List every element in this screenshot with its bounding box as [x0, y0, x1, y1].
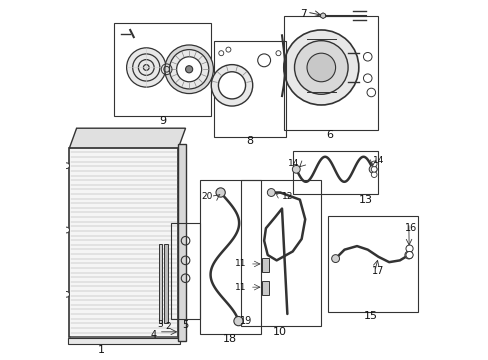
Circle shape — [63, 227, 69, 233]
Bar — [67, 338, 180, 344]
Bar — [114, 23, 210, 116]
Text: 8: 8 — [246, 136, 253, 146]
Circle shape — [218, 72, 245, 99]
Text: 20: 20 — [201, 192, 212, 201]
Polygon shape — [69, 148, 178, 337]
Bar — [159, 244, 162, 323]
Circle shape — [185, 66, 192, 73]
Circle shape — [63, 292, 69, 297]
Text: 14: 14 — [372, 156, 384, 165]
Circle shape — [405, 245, 412, 252]
Bar — [200, 180, 260, 334]
Bar — [164, 244, 167, 323]
Circle shape — [63, 163, 69, 168]
Circle shape — [404, 251, 412, 259]
Text: 10: 10 — [273, 327, 286, 337]
Text: 6: 6 — [326, 130, 333, 140]
Bar — [214, 41, 285, 137]
Circle shape — [405, 251, 412, 258]
Text: 14: 14 — [287, 159, 299, 168]
Circle shape — [176, 57, 201, 82]
Text: 16: 16 — [404, 223, 416, 233]
Circle shape — [211, 64, 252, 106]
Circle shape — [306, 53, 335, 82]
Text: 15: 15 — [364, 311, 378, 321]
Bar — [283, 16, 378, 130]
Circle shape — [363, 53, 371, 61]
Text: 1: 1 — [98, 345, 105, 355]
Bar — [292, 152, 378, 194]
Circle shape — [233, 316, 243, 326]
Text: 3: 3 — [157, 320, 163, 329]
Text: 11: 11 — [235, 283, 246, 292]
Circle shape — [370, 166, 376, 172]
Circle shape — [363, 74, 371, 82]
Circle shape — [292, 165, 300, 173]
Text: 19: 19 — [240, 316, 252, 326]
Circle shape — [294, 41, 347, 94]
Circle shape — [218, 51, 224, 56]
Bar — [262, 258, 268, 272]
Text: 11: 11 — [235, 260, 246, 269]
Bar — [241, 180, 321, 327]
Circle shape — [370, 172, 376, 177]
Circle shape — [368, 165, 376, 173]
Circle shape — [275, 51, 281, 56]
Text: 2: 2 — [164, 322, 170, 331]
Text: 9: 9 — [159, 116, 165, 126]
Text: 7: 7 — [300, 9, 306, 19]
Circle shape — [331, 255, 339, 262]
Circle shape — [126, 48, 165, 87]
Polygon shape — [320, 13, 325, 18]
Bar — [178, 144, 185, 341]
Bar — [262, 282, 268, 295]
Text: 17: 17 — [371, 266, 384, 276]
Circle shape — [366, 88, 375, 97]
Circle shape — [370, 161, 376, 167]
Bar — [171, 223, 200, 319]
Text: 18: 18 — [223, 334, 237, 344]
Circle shape — [225, 47, 230, 52]
Bar — [328, 216, 417, 312]
Polygon shape — [69, 128, 185, 148]
Text: 4: 4 — [150, 330, 156, 341]
Text: 12: 12 — [281, 192, 292, 201]
Circle shape — [216, 188, 225, 197]
Circle shape — [283, 30, 358, 105]
Circle shape — [169, 50, 208, 89]
Text: 13: 13 — [358, 195, 372, 204]
Circle shape — [267, 189, 275, 197]
Circle shape — [164, 45, 213, 94]
Text: 5: 5 — [182, 320, 188, 330]
